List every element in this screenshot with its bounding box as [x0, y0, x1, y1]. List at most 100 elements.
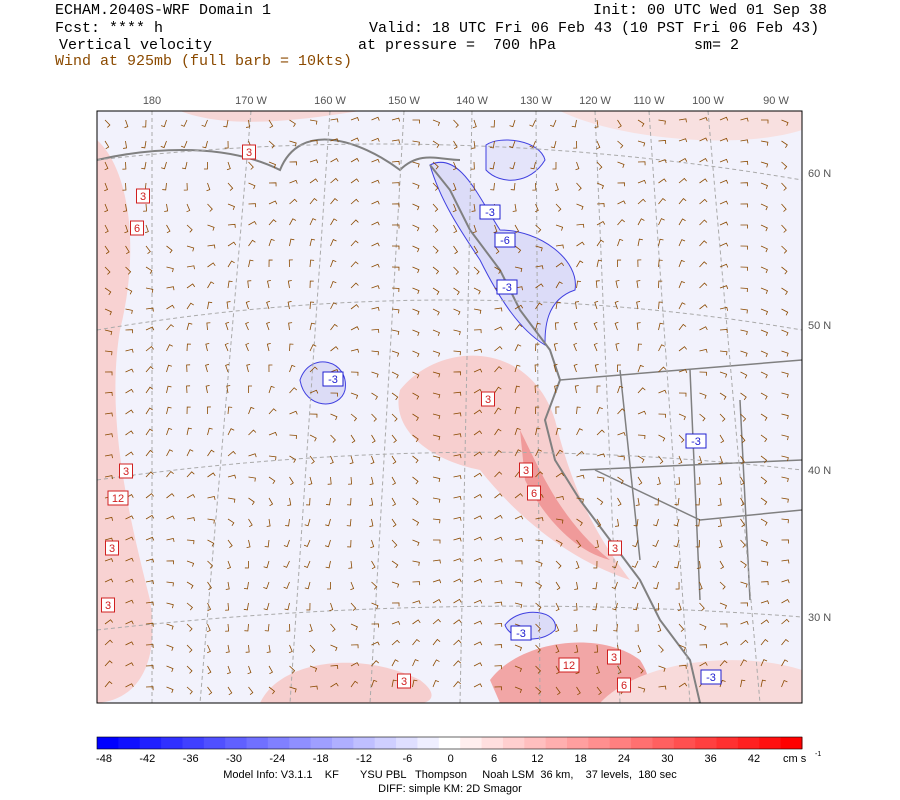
- colorbar-bin: [118, 737, 141, 749]
- wind-barb: [535, 581, 543, 589]
- wind-barb: [391, 350, 400, 357]
- wind-barb: [309, 301, 315, 310]
- wind-barb: [781, 455, 789, 462]
- contour-label: 3: [140, 191, 146, 203]
- wind-barb: [740, 117, 749, 122]
- wind-barb: [555, 623, 560, 633]
- wind-barb: [453, 287, 460, 296]
- wind-barb: [391, 455, 397, 465]
- wind-barb: [125, 451, 134, 457]
- wind-barb: [494, 580, 503, 585]
- wind-barb: [592, 623, 598, 632]
- wind-barb: [719, 413, 726, 422]
- wind-barb: [104, 475, 113, 480]
- colorbar-units: cm s: [783, 753, 807, 765]
- wind-barb: [166, 245, 173, 254]
- longitude-label: 120 W: [579, 95, 611, 107]
- wind-barb: [104, 660, 113, 667]
- wind-barb: [350, 662, 360, 667]
- wind-barb: [186, 493, 196, 499]
- wind-barb: [245, 119, 250, 128]
- wind-barb: [594, 539, 599, 548]
- wind-barb: [125, 266, 132, 275]
- wind-barb: [740, 659, 748, 667]
- wind-barb: [514, 515, 524, 520]
- longitude-label: 150 W: [388, 95, 420, 107]
- wind-barb: [186, 427, 192, 436]
- wind-barb: [207, 427, 213, 436]
- wind-barb: [781, 161, 788, 170]
- wind-barb: [514, 385, 520, 394]
- wind-barb: [658, 685, 667, 690]
- positive-region: [260, 662, 432, 703]
- wind-barb: [535, 602, 542, 611]
- wind-barb: [740, 182, 749, 187]
- wind-barb: [555, 203, 562, 212]
- wind-barb: [637, 238, 643, 247]
- wind-barb: [432, 266, 440, 275]
- wind-barb: [145, 580, 154, 585]
- init-time: Init: 00 UTC Wed 01 Sep 38: [593, 2, 828, 19]
- wind-barb: [104, 516, 114, 521]
- wind-barb: [760, 392, 768, 400]
- wind-barb: [329, 602, 334, 612]
- wind-barb: [637, 140, 646, 147]
- wind-barb: [719, 328, 728, 333]
- wind-barb: [288, 322, 293, 331]
- colorbar-bin: [438, 737, 461, 749]
- wind-barb: [286, 623, 291, 632]
- wind-barb: [330, 158, 339, 163]
- wind-barb: [350, 644, 359, 649]
- wind-barb: [125, 620, 134, 625]
- wind-barb: [412, 140, 420, 146]
- wind-barb: [535, 539, 543, 545]
- wind-barb: [350, 178, 360, 184]
- wind-barb: [412, 224, 420, 232]
- colorbar-tick-label: 6: [491, 753, 497, 765]
- wind-barb: [554, 322, 559, 331]
- wind-barb: [514, 449, 522, 457]
- wind-barb: [453, 140, 458, 150]
- wind-barb: [371, 200, 380, 205]
- colorbar-bin: [609, 737, 632, 749]
- wind-barb: [412, 161, 420, 168]
- wind-barb: [349, 455, 354, 465]
- wind-barbs: [104, 116, 790, 696]
- wind-barb: [576, 450, 585, 457]
- longitude-label: 140 W: [456, 95, 488, 107]
- wind-barb: [246, 363, 251, 373]
- wind-barb: [245, 342, 250, 352]
- wind-barb: [740, 350, 748, 357]
- wind-barb: [268, 182, 277, 187]
- wind-barb: [760, 350, 768, 358]
- wind-barb: [350, 261, 359, 268]
- wind-barb: [432, 497, 441, 503]
- wind-barb: [473, 409, 483, 415]
- contour-label: 3: [611, 652, 617, 664]
- wind-barb: [432, 539, 441, 544]
- wind-barb: [494, 665, 503, 670]
- wind-barb: [699, 157, 708, 163]
- wind-barb: [391, 539, 398, 548]
- wind-barb: [552, 161, 557, 170]
- wind-barb: [555, 602, 560, 612]
- wind-barb: [760, 560, 769, 566]
- colorbar-bin: [374, 737, 397, 749]
- wind-barb: [289, 343, 294, 352]
- wind-barb: [412, 581, 421, 586]
- wind-barb: [632, 602, 639, 611]
- model-info: Model Info: V3.1.1 KF YSU PBL Thompson N…: [223, 769, 677, 781]
- wind-barb: [327, 581, 331, 590]
- wind-barb: [412, 497, 419, 506]
- wind-barb: [123, 140, 127, 149]
- contour-label: 3: [485, 394, 491, 406]
- wind-barb: [637, 686, 646, 693]
- wind-barb: [637, 476, 643, 486]
- wind-barb: [617, 161, 625, 168]
- wind-barb: [719, 221, 729, 226]
- wind-barb: [740, 287, 748, 293]
- wind-barb: [699, 602, 705, 611]
- wind-barb: [268, 161, 277, 168]
- contour-label-box: [510, 625, 532, 641]
- wind-barb: [453, 224, 458, 234]
